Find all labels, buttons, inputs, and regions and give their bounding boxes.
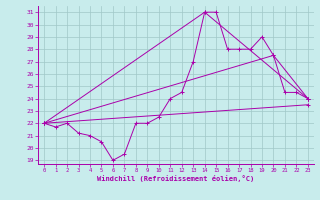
- X-axis label: Windchill (Refroidissement éolien,°C): Windchill (Refroidissement éolien,°C): [97, 175, 255, 182]
